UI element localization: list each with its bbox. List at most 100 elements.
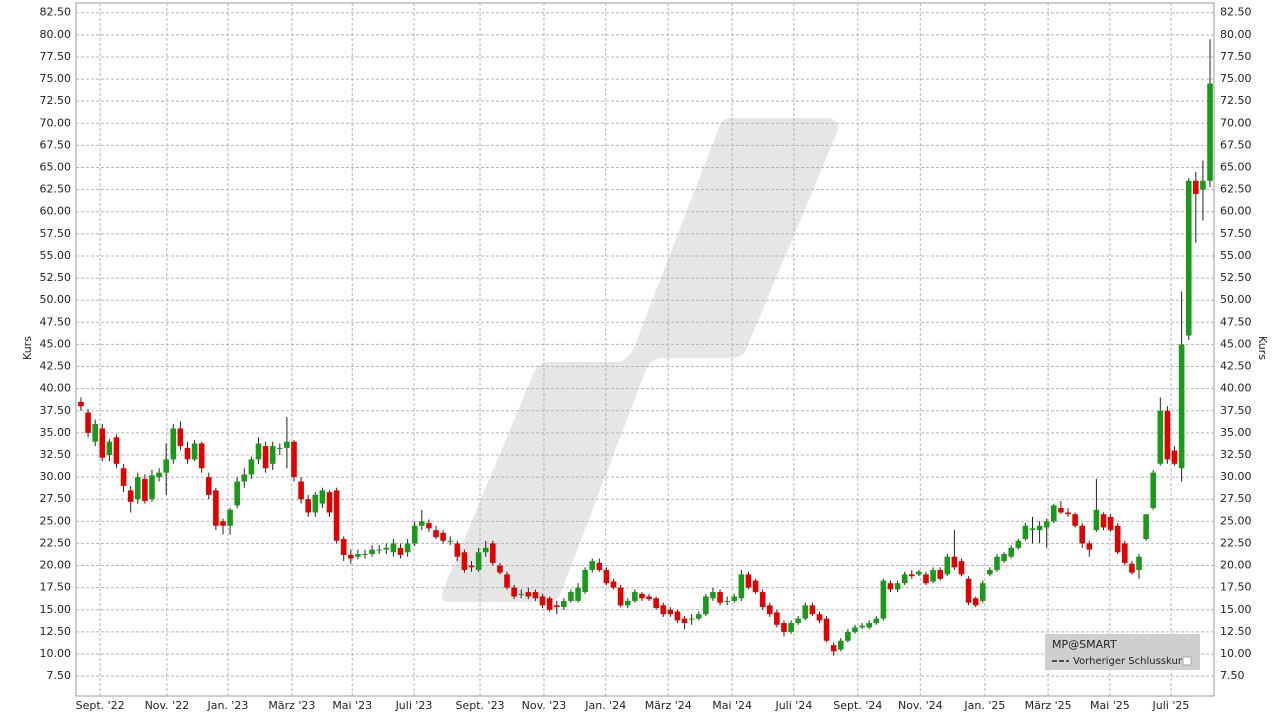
y2-tick-label: 82.50 <box>1220 6 1252 19</box>
x-tick-label: Sept. '23 <box>456 699 505 712</box>
candle-body <box>355 554 361 557</box>
x-tick-label: Nov. '24 <box>898 699 943 712</box>
y2-tick-label: 40.00 <box>1220 382 1252 395</box>
y-axis-label: Kurs <box>21 336 34 360</box>
candle-body <box>553 605 560 608</box>
candle-body <box>951 556 958 568</box>
y2-tick-label: 72.50 <box>1220 94 1252 107</box>
y2-tick-label: 47.50 <box>1220 315 1252 328</box>
candle-body <box>198 443 205 469</box>
candle-body <box>923 574 929 584</box>
candle-body <box>1008 547 1014 557</box>
candle-body <box>681 618 688 624</box>
candle-body <box>632 592 638 601</box>
candle-body <box>99 428 106 458</box>
candle-body <box>809 605 816 615</box>
candle-body <box>461 552 468 570</box>
candle-body <box>930 569 936 582</box>
candle-body <box>1136 556 1142 570</box>
y-tick-label: 10.00 <box>40 647 72 660</box>
y-tick-label: 52.50 <box>40 271 72 284</box>
legend-item: Vorheriger Schlusskurs <box>1073 656 1187 667</box>
candle-body <box>837 640 844 650</box>
x-tick-label: Juli '25 <box>1152 699 1190 712</box>
y-tick-label: 77.50 <box>40 50 72 63</box>
y-tick-label: 72.50 <box>40 94 72 107</box>
candle-body <box>291 441 297 478</box>
candle-body <box>333 490 340 541</box>
candle-body <box>1164 410 1171 460</box>
candle-body <box>688 618 695 620</box>
y2-tick-label: 55.00 <box>1220 249 1252 262</box>
y-tick-label: 47.50 <box>40 315 72 328</box>
candle-body <box>610 581 617 588</box>
candle-body <box>617 587 624 606</box>
y-tick-label: 25.00 <box>40 514 72 527</box>
candle-body <box>859 625 865 628</box>
candle-body <box>561 600 567 608</box>
y2-tick-label: 42.50 <box>1220 360 1252 373</box>
candle-body <box>582 569 588 593</box>
y2-tick-label: 45.00 <box>1220 337 1252 350</box>
y2-tick-label: 35.00 <box>1220 426 1252 439</box>
candle-body <box>972 598 979 606</box>
candle-body <box>752 580 759 593</box>
y-tick-label: 75.00 <box>40 72 72 85</box>
y-tick-label: 12.50 <box>40 625 72 638</box>
y-tick-label: 57.50 <box>40 227 72 240</box>
candle-body <box>255 443 262 460</box>
y-tick-label: 67.50 <box>40 138 72 151</box>
candle-body <box>908 574 915 577</box>
y2-axis-label: Kurs <box>1256 336 1269 360</box>
y2-tick-label: 27.50 <box>1220 492 1252 505</box>
candle-body <box>944 556 951 575</box>
candle-body <box>695 614 702 619</box>
candle-body <box>667 609 674 615</box>
candle-body <box>1107 516 1114 531</box>
candle-body <box>184 447 191 460</box>
candle-body <box>852 627 858 632</box>
candle-body <box>383 547 390 550</box>
legend-checkbox[interactable] <box>1182 656 1192 666</box>
candle-body <box>596 562 603 570</box>
candle-body <box>390 543 397 553</box>
candle-body <box>795 618 801 624</box>
candle-body <box>979 583 986 601</box>
x-tick-label: Juli '23 <box>395 699 433 712</box>
candle-body <box>717 592 723 603</box>
x-tick-label: Jan. '24 <box>584 699 626 712</box>
candle-body <box>134 477 141 500</box>
y-tick-label: 7.50 <box>47 669 72 682</box>
y2-tick-label: 50.00 <box>1220 293 1252 306</box>
candle-body <box>639 593 645 599</box>
candle-body <box>518 593 525 595</box>
candle-body <box>468 565 475 568</box>
y2-tick-label: 7.50 <box>1220 669 1245 682</box>
candle-body <box>873 618 880 624</box>
candle-body <box>419 521 425 526</box>
candle-body <box>234 481 240 506</box>
candle-body <box>646 596 652 600</box>
candle-body <box>1043 521 1050 528</box>
candle-body <box>170 428 177 460</box>
y2-tick-label: 20.00 <box>1220 559 1252 572</box>
y-tick-label: 15.00 <box>40 603 72 616</box>
candle-body <box>284 441 290 448</box>
candle-body <box>1185 180 1192 336</box>
x-tick-label: Nov. '22 <box>145 699 190 712</box>
y-tick-label: 62.50 <box>40 183 72 196</box>
y-tick-label: 30.00 <box>40 470 72 483</box>
candle-body <box>1143 514 1149 540</box>
y2-tick-label: 22.50 <box>1220 536 1252 549</box>
candle-body <box>1178 344 1185 469</box>
y2-tick-label: 32.50 <box>1220 448 1252 461</box>
candle-body <box>525 592 532 597</box>
candle-body <box>497 565 503 573</box>
candle-body <box>205 477 212 495</box>
candle-body <box>340 539 347 555</box>
y2-tick-label: 62.50 <box>1220 183 1252 196</box>
candle-body <box>326 492 333 513</box>
candle-body <box>660 605 667 615</box>
candle-body <box>120 468 127 486</box>
